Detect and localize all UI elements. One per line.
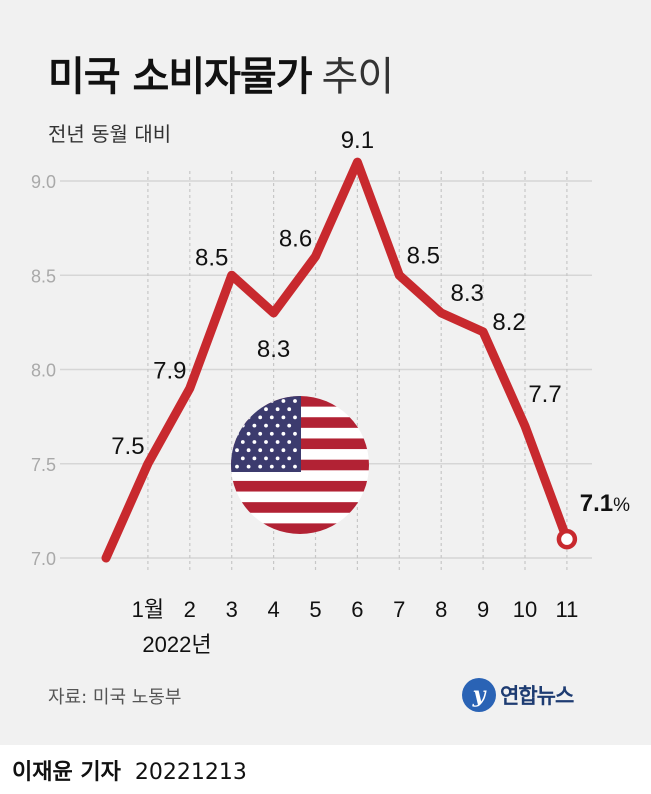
x-tick-label: 10	[513, 597, 537, 622]
data-label-8: 8.3	[451, 280, 484, 307]
x-tick-label: 1월	[132, 597, 164, 622]
x-tick-label: 4	[267, 597, 279, 622]
x-tick-label: 11	[555, 597, 578, 622]
data-label-10: 7.7	[528, 381, 561, 408]
x-tick-label: 3	[226, 597, 238, 622]
data-label-5: 8.6	[279, 225, 312, 252]
data-label-1: 7.5	[111, 433, 144, 460]
x-tick-label: 7	[393, 597, 405, 622]
data-label-unit: %	[613, 495, 630, 516]
y-tick-label: 7.5	[31, 455, 56, 475]
x-tick-label: 2	[184, 597, 196, 622]
x-tick-label: 6	[351, 597, 363, 622]
data-label-4: 8.3	[257, 336, 290, 363]
endpoint-marker	[556, 528, 578, 550]
data-labels: 7.5 7.9 8.5 8.3 8.6 9.1 8.5 8.3 8.2 7.7 7.1%	[111, 127, 630, 550]
yonhap-logo-mark: y	[462, 678, 496, 712]
data-label-2: 7.9	[153, 357, 186, 384]
x-axis-tick-labels: 1월 2 3 4 5 6 7 8 9 10 11	[132, 597, 579, 622]
y-axis-tick-labels: 9.0 8.5 8.0 7.5 7.0	[31, 172, 56, 569]
yonhap-logo: y 연합뉴스	[462, 678, 574, 712]
reporter-name: 이재윤 기자	[12, 760, 121, 785]
line-chart: 9.0 8.5 8.0 7.5 7.0 7.5 7.9 8.5 8.3 8.6 9.1 8.5 8.3…	[31, 127, 630, 657]
series-line	[101, 157, 572, 563]
vertical-grid-lines	[147, 171, 568, 573]
data-label-9: 8.2	[492, 309, 525, 336]
title-main: 미국 소비자물가	[48, 54, 313, 100]
y-tick-label: 8.0	[31, 361, 56, 381]
chart-title: 미국 소비자물가 추이	[48, 44, 395, 102]
publish-date: 20221213	[134, 760, 247, 785]
x-tick-label: 8	[435, 597, 447, 622]
data-label-11: 7.1%	[580, 490, 630, 517]
infographic-panel	[0, 0, 651, 745]
source-note: 자료: 미국 노동부	[48, 687, 182, 708]
chart-subtitle: 전년 동월 대비	[48, 122, 172, 146]
yonhap-logo-text: 연합뉴스	[500, 684, 574, 708]
title-suffix: 추이	[321, 54, 395, 100]
byline: 이재윤 기자 20221213	[12, 754, 247, 786]
us-flag-icon	[231, 396, 369, 534]
x-tick-label: 5	[309, 597, 321, 622]
y-tick-label: 7.0	[31, 549, 56, 569]
data-label-3: 8.5	[195, 244, 228, 271]
x-tick-label: 9	[477, 597, 489, 622]
y-tick-label: 8.5	[31, 266, 56, 286]
data-label-6: 9.1	[341, 127, 374, 154]
x-axis-year-label: 2022년	[142, 632, 211, 657]
y-tick-label: 9.0	[31, 172, 56, 192]
data-label-7: 8.5	[407, 242, 440, 269]
